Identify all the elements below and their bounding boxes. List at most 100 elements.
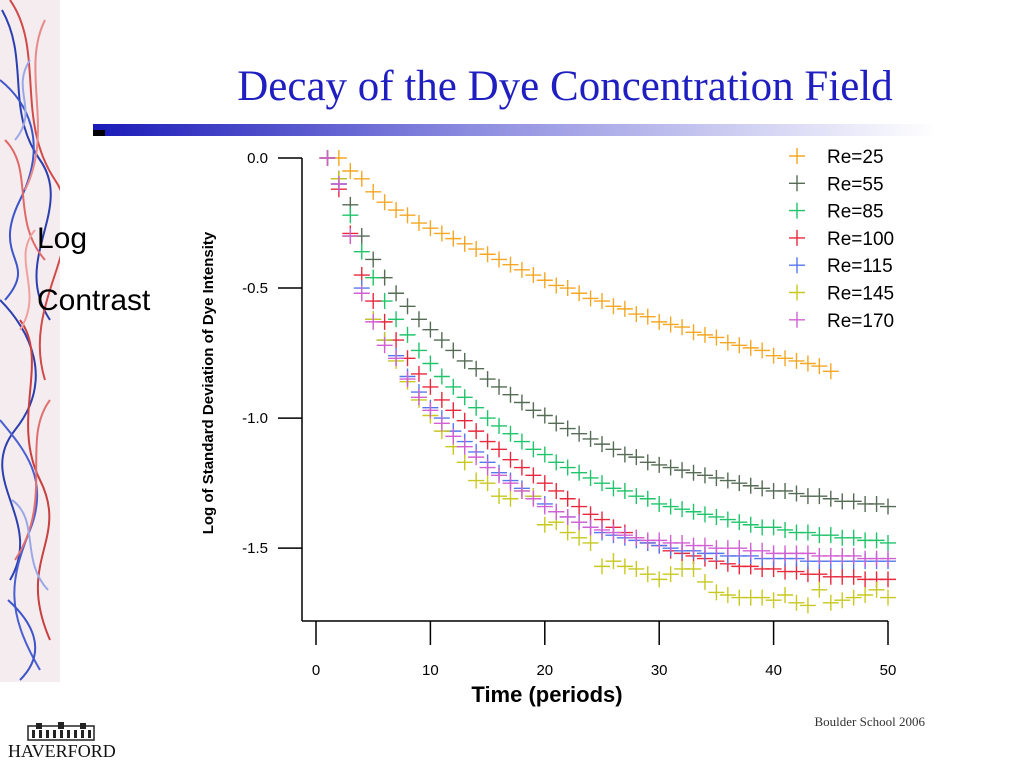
data-point	[422, 321, 439, 338]
data-point	[594, 436, 610, 453]
data-point	[433, 415, 450, 432]
data-point	[571, 529, 588, 546]
data-point	[502, 425, 519, 442]
y-tick-label: -1.0	[242, 410, 268, 427]
data-point	[754, 589, 771, 606]
data-point	[399, 298, 416, 315]
legend-marker	[789, 257, 805, 274]
data-point	[456, 235, 473, 252]
data-point	[662, 566, 679, 583]
data-point	[433, 332, 450, 349]
data-point	[696, 537, 713, 554]
data-point	[799, 545, 816, 562]
data-point	[410, 365, 427, 382]
data-point	[433, 225, 450, 242]
data-point	[456, 352, 473, 369]
data-point	[559, 420, 576, 437]
data-point	[777, 521, 794, 538]
data-point	[559, 459, 576, 476]
data-point	[422, 220, 439, 237]
data-point	[616, 527, 633, 544]
data-point	[548, 277, 565, 294]
data-point	[765, 347, 782, 364]
data-point	[765, 592, 782, 609]
data-point	[742, 516, 759, 533]
data-point	[388, 350, 405, 367]
data-point	[433, 391, 450, 408]
x-axis-label: Time (periods)	[471, 682, 622, 707]
data-point	[491, 251, 508, 268]
data-point	[719, 511, 736, 528]
data-point	[513, 394, 530, 411]
data-point	[651, 456, 668, 473]
data-point	[536, 446, 553, 463]
data-point	[559, 280, 576, 297]
data-point	[479, 475, 496, 492]
data-point	[685, 324, 702, 341]
data-point	[479, 410, 496, 427]
data-point	[674, 534, 691, 551]
data-point	[445, 402, 462, 419]
data-point	[708, 584, 725, 601]
data-point	[525, 441, 542, 458]
data-point	[777, 482, 794, 499]
data-point	[376, 337, 393, 354]
data-point	[365, 251, 382, 268]
chart-marks	[319, 150, 896, 614]
data-point	[639, 566, 656, 583]
data-point	[799, 597, 816, 614]
data-point	[456, 454, 473, 471]
footer-text: Boulder School 2006	[814, 714, 926, 729]
data-point	[353, 285, 370, 302]
data-point	[468, 423, 485, 440]
data-point	[468, 399, 485, 416]
data-point	[605, 553, 622, 570]
data-point	[845, 547, 862, 564]
data-point	[422, 402, 439, 419]
data-point	[502, 386, 519, 403]
data-point	[880, 550, 896, 567]
data-point	[777, 350, 794, 367]
data-point	[685, 464, 702, 481]
data-point	[548, 503, 565, 520]
data-point	[651, 532, 668, 549]
data-point	[456, 438, 473, 455]
x-tick-label: 30	[651, 662, 668, 679]
data-point	[410, 389, 427, 406]
data-point	[491, 488, 508, 505]
data-point	[513, 482, 530, 499]
data-point	[536, 407, 553, 424]
data-point	[594, 521, 610, 538]
legend-marker	[789, 311, 805, 328]
data-point	[616, 558, 633, 575]
data-point	[880, 571, 896, 588]
data-point	[582, 519, 599, 536]
data-point	[708, 508, 725, 525]
data-point	[468, 241, 485, 258]
data-point	[788, 352, 805, 369]
data-point	[376, 194, 393, 211]
data-point	[479, 433, 496, 450]
data-point	[696, 573, 713, 590]
data-point	[353, 170, 370, 187]
data-point	[880, 534, 896, 551]
data-point	[605, 298, 622, 315]
data-point	[822, 527, 839, 544]
data-point	[525, 402, 542, 419]
data-point	[365, 313, 382, 330]
data-point	[491, 378, 508, 395]
data-point	[616, 446, 633, 463]
data-point	[628, 449, 645, 466]
data-point	[708, 469, 725, 486]
data-point	[639, 308, 656, 325]
data-point	[628, 560, 645, 577]
data-point	[422, 355, 439, 372]
flow-visualization-image	[0, 0, 60, 682]
data-point	[571, 285, 588, 302]
data-point	[433, 368, 450, 385]
data-point	[719, 586, 736, 603]
data-point	[582, 469, 599, 486]
data-point	[536, 272, 553, 289]
data-point	[594, 558, 610, 575]
